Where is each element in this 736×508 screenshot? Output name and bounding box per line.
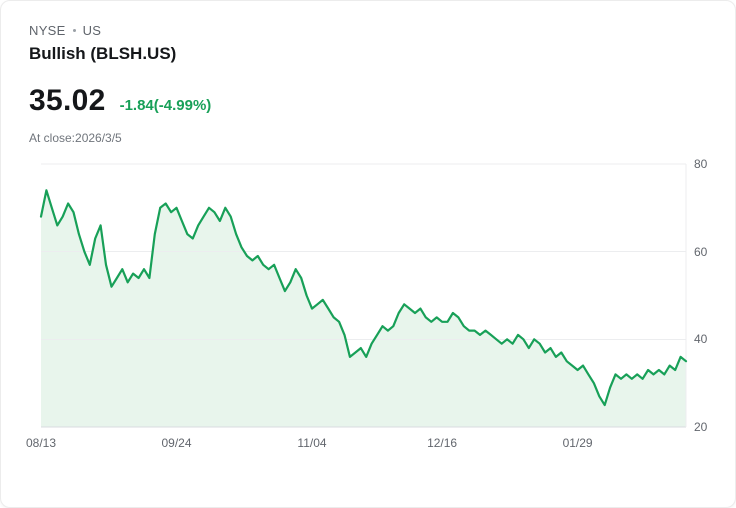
- price-change: -1.84(-4.99%): [119, 97, 212, 114]
- exchange-info: NYSE US: [29, 23, 707, 38]
- x-axis-tick-label: 09/24: [161, 436, 192, 450]
- x-axis-tick-label: 12/16: [427, 436, 458, 450]
- y-axis-tick-label: 80: [694, 157, 708, 171]
- x-axis: 08/13 09/24 11/04 12/16 01/29: [26, 427, 686, 453]
- y-axis-tick-label: 60: [694, 244, 708, 259]
- close-info: At close:2026/3/5: [29, 131, 122, 145]
- x-axis-tick-label: 01/29: [562, 436, 593, 450]
- y-axis-tick-label: 20: [694, 420, 708, 434]
- stock-title: Bullish (BLSH.US): [29, 44, 177, 63]
- price-chart[interactable]: 80 60 40 20: [39, 157, 707, 434]
- y-axis-tick-label: 40: [694, 332, 708, 347]
- price-chart-canvas[interactable]: [39, 163, 688, 428]
- quote-header: NYSE US Bullish (BLSH.US) 35.02 -1.84(-4…: [1, 1, 735, 145]
- current-price: 35.02: [29, 84, 106, 117]
- price-line: [39, 189, 688, 407]
- price-area-fill: [41, 190, 686, 427]
- price-row: 35.02 -1.84(-4.99%): [29, 84, 707, 118]
- region-label: US: [82, 23, 102, 38]
- separator-dot-icon: [72, 29, 76, 32]
- x-axis-tick-label: 08/13: [25, 436, 57, 450]
- exchange-label: NYSE: [29, 23, 66, 38]
- x-axis-tick-label: 11/04: [297, 436, 327, 450]
- y-axis: 80 60 40 20: [686, 157, 735, 434]
